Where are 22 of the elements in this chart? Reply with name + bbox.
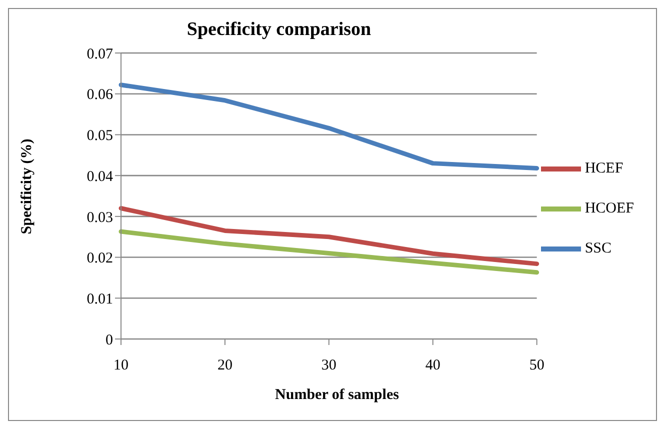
y-tick-label: 0.03 (86, 210, 113, 226)
y-tick-label: 0.04 (86, 168, 114, 185)
y-tick-label: 0.01 (86, 291, 113, 308)
x-axis-title: Number of samples (274, 387, 400, 404)
x-tick-label: 40 (425, 358, 440, 374)
x-tick-label: 10 (114, 358, 128, 374)
y-axis-title: Specificity (%) (20, 138, 36, 234)
legend-label: HCOEF (584, 200, 634, 216)
x-tick-label: 20 (217, 358, 232, 374)
x-tick-label: 30 (321, 358, 336, 374)
line-series (118, 82, 540, 170)
y-tick-label: 0.06 (86, 87, 114, 104)
legend-label: HCEF (584, 160, 624, 176)
y-tick-label: 0.05 (86, 128, 113, 144)
x-tick-label: 50 (529, 358, 544, 374)
line-series (118, 229, 540, 275)
y-tick-label: 0 (106, 332, 113, 348)
y-tick-label: 0.02 (86, 250, 113, 267)
chart-title: Specificity comparison (186, 19, 372, 41)
legend-label: SSC (584, 240, 612, 256)
y-tick-label: 0.07 (86, 46, 114, 62)
line-series (118, 206, 540, 266)
